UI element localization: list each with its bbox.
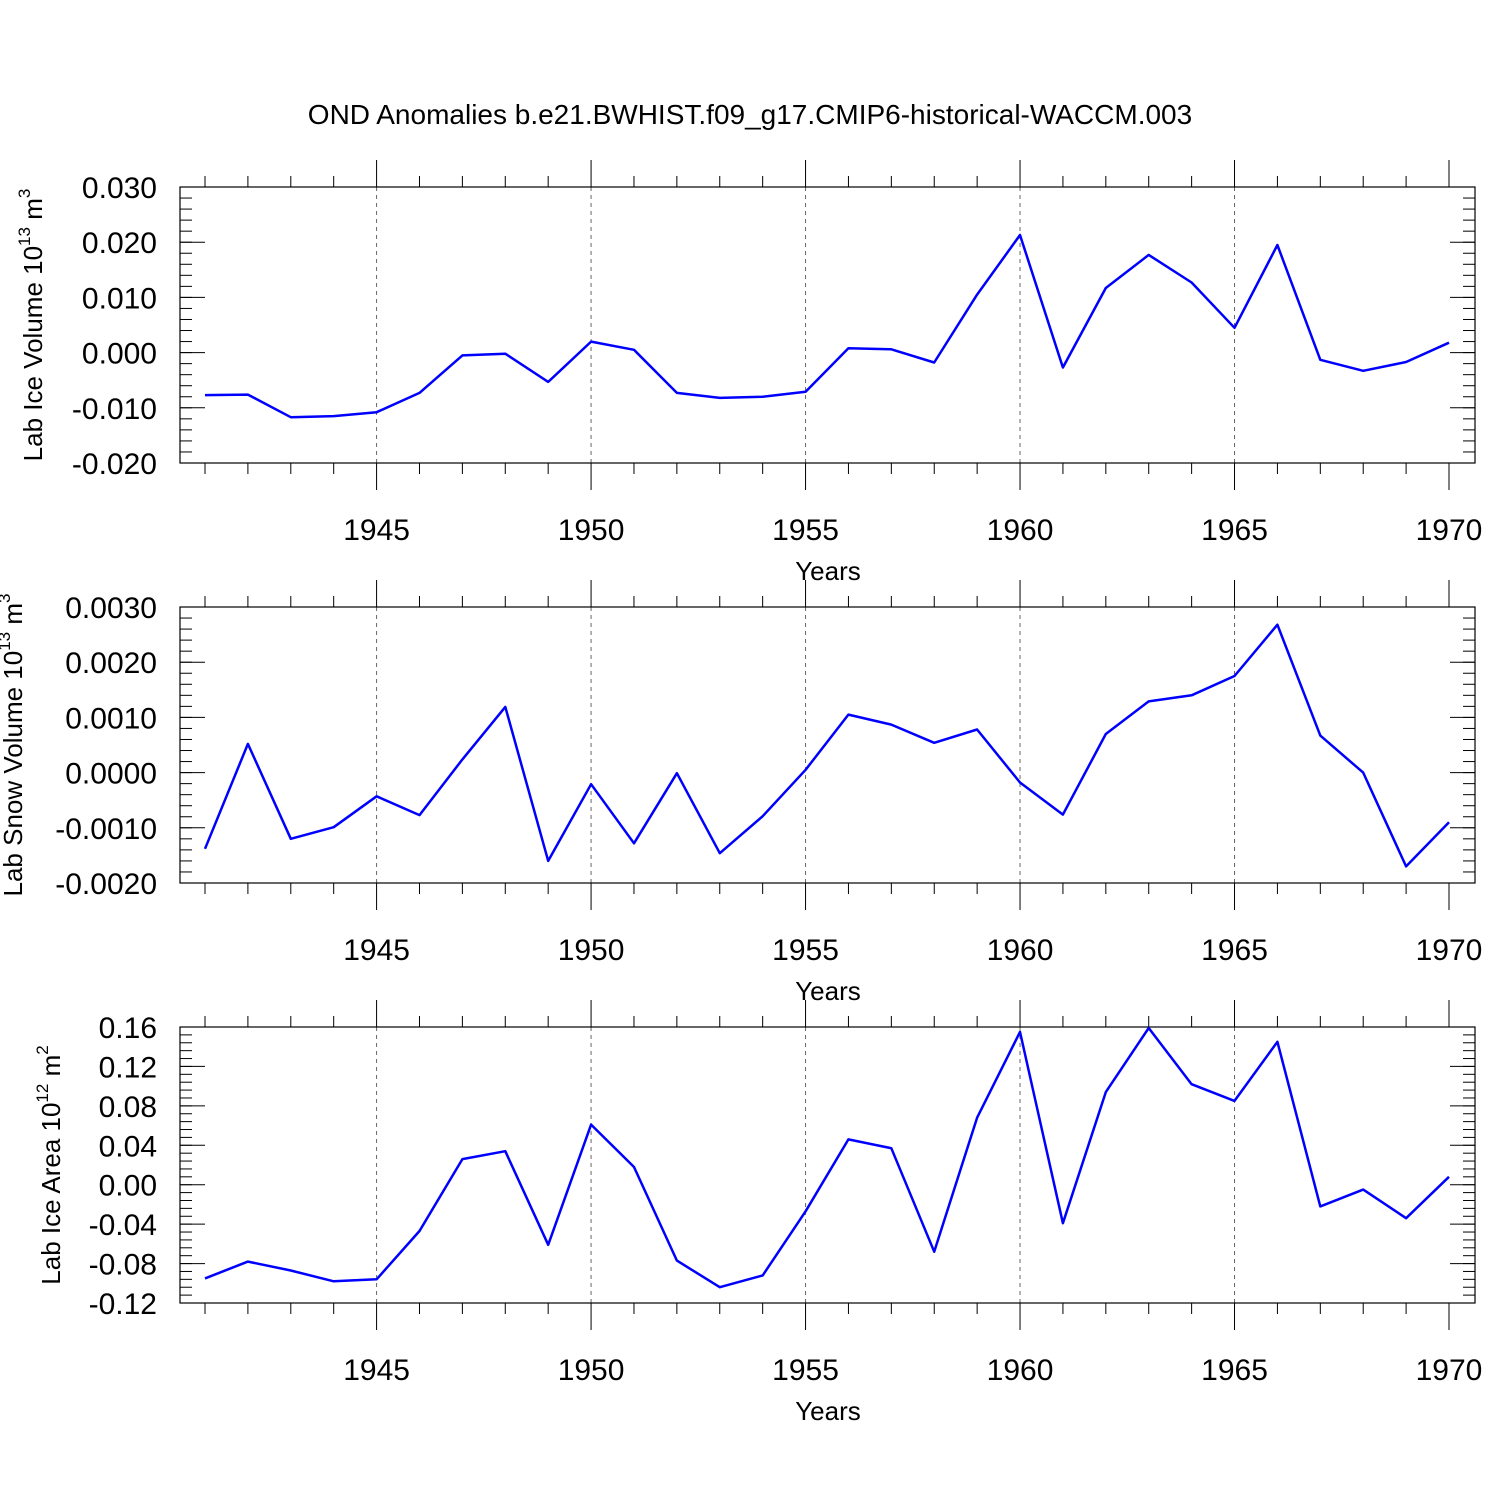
x-axis-label: Years (795, 1396, 861, 1426)
x-tick-label: 1945 (343, 1354, 410, 1387)
x-tick-label: 1970 (1416, 1354, 1483, 1387)
y-tick-label: -0.08 (89, 1249, 157, 1282)
x-tick-label: 1950 (558, 1354, 625, 1387)
x-tick-label: 1970 (1416, 514, 1483, 547)
x-tick-label: 1970 (1416, 934, 1483, 967)
y-tick-label: 0.0030 (65, 592, 157, 625)
x-tick-label: 1945 (343, 514, 410, 547)
y-tick-label: 0.010 (82, 282, 157, 315)
x-tick-label: 1965 (1201, 1354, 1268, 1387)
plot-frame (179, 186, 1476, 464)
x-tick-label: 1960 (987, 514, 1054, 547)
y-tick-label: 0.04 (99, 1130, 157, 1163)
series-line (204, 1026, 1450, 1289)
x-tick-label: 1955 (772, 1354, 839, 1387)
panel-ice-area: -0.12 -0.08 -0.04 0.00 0.04 0.08 0.12 0.16 1945 1… (33, 1000, 1482, 1426)
y-tick-label: -0.010 (72, 393, 157, 426)
x-axis-label: Years (795, 556, 861, 586)
y-tick-label: 0.030 (82, 172, 157, 205)
series-line (204, 233, 1450, 419)
x-tick-label: 1950 (558, 514, 625, 547)
x-tick-label: 1945 (343, 934, 410, 967)
y-tick-label: -0.04 (89, 1209, 157, 1242)
y-tick-label: 0.16 (99, 1012, 157, 1045)
y-tick-label: -0.0020 (55, 868, 157, 901)
x-tick-label: 1950 (558, 934, 625, 967)
x-tick-label: 1965 (1201, 514, 1268, 547)
y-axis-label: Lab Ice Area 1012 m2 (33, 1045, 66, 1284)
y-axis-label: Lab Snow Volume 1013 m3 (0, 593, 28, 896)
figure-title: OND Anomalies b.e21.BWHIST.f09_g17.CMIP6… (308, 99, 1192, 130)
x-axis-label: Years (795, 976, 861, 1006)
y-tick-label: 0.00 (99, 1170, 157, 1203)
x-tick-label: 1965 (1201, 934, 1268, 967)
y-tick-label: 0.12 (99, 1051, 157, 1084)
y-tick-label: 0.0010 (65, 702, 157, 735)
y-tick-label: -0.020 (72, 448, 157, 481)
x-tick-label: 1960 (987, 1354, 1054, 1387)
y-tick-label: 0.020 (82, 227, 157, 260)
y-axis-label: Lab Ice Volume 1013 m3 (15, 189, 48, 462)
plot-frame (179, 1026, 1476, 1304)
y-tick-label: -0.12 (89, 1288, 157, 1321)
x-tick-label: 1955 (772, 514, 839, 547)
panel-snow-volume: -0.0020 -0.0010 0.0000 0.0010 0.0020 0.0030 19… (0, 580, 1482, 1006)
y-tick-label: 0.0020 (65, 647, 157, 680)
y-tick-label: -0.0010 (55, 813, 157, 846)
panel-ice-volume: -0.020 -0.010 0.000 0.010 0.020 0.030 1945 1950… (15, 160, 1482, 586)
series-line (203, 623, 1450, 868)
y-tick-label: 0.000 (82, 338, 157, 371)
x-tick-label: 1955 (772, 934, 839, 967)
y-tick-label: 0.0000 (65, 758, 157, 791)
y-tick-label: 0.08 (99, 1091, 157, 1124)
x-tick-label: 1960 (987, 934, 1054, 967)
plot-frame (179, 606, 1476, 884)
